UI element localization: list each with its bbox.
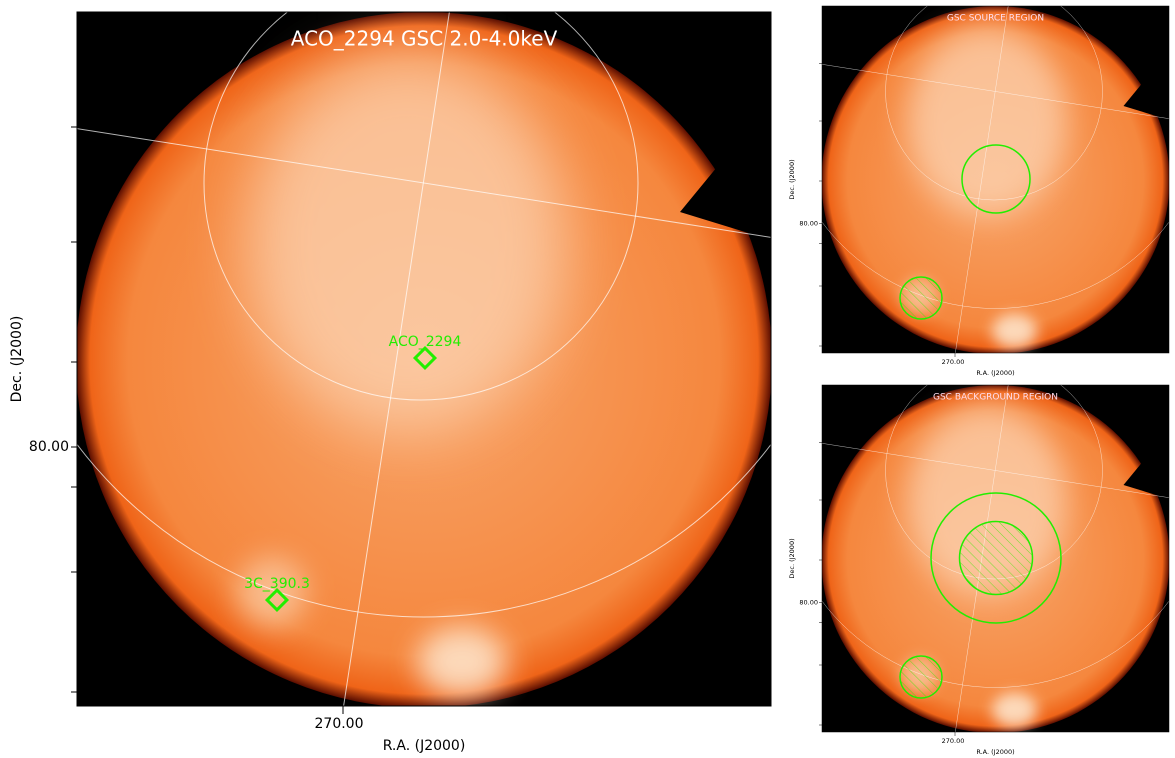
source-marker: [412, 345, 438, 371]
region-circle: [899, 276, 943, 320]
source-marker: [264, 587, 290, 613]
frame: [76, 11, 772, 707]
diffuse-emission: [907, 26, 1067, 216]
x-tick-label: 270.00: [942, 358, 965, 366]
x-axis-label: R.A. (J2000): [976, 369, 1014, 377]
region-circle: [930, 492, 1062, 624]
panel-title: GSC BACKGROUND REGION: [933, 393, 1058, 403]
y-axis-label: Dec. (J2000): [9, 316, 25, 403]
y-axis-label: Dec. (J2000): [788, 538, 796, 578]
image: [822, 6, 1169, 353]
region-circle: [961, 144, 1031, 214]
region-circle: [899, 655, 943, 699]
bright-spot: [237, 557, 307, 627]
grid-line: [343, 12, 450, 706]
y-axis-label: Dec. (J2000): [788, 159, 796, 199]
region-panel: 270.00 80.00 R.A. (J2000) Dec. (J2000) GSC S…: [788, 5, 1170, 377]
grid-circle: [885, 6, 1103, 201]
bright-spot: [992, 313, 1037, 349]
plot-title: ACO_2294 GSC 2.0-4.0keV: [291, 27, 558, 51]
image: [77, 12, 771, 706]
grid-line: [822, 64, 1169, 119]
bright-spot: [992, 692, 1037, 728]
frame: [821, 384, 1170, 733]
grid-line: [822, 443, 1169, 498]
grid-line: [955, 6, 1009, 353]
grid-circle: [77, 443, 771, 618]
y-tick-label: 80.00: [799, 220, 818, 228]
main-panel: 270.00 80.00 R.A. (J2000) Dec. (J2000) ACO_2…: [9, 11, 772, 754]
source-label: 3C_390.3: [244, 576, 310, 592]
detector-gap: [1123, 56, 1169, 120]
panel-title: GSC SOURCE REGION: [947, 14, 1044, 24]
grid-line: [77, 128, 771, 238]
source-label: ACO_2294: [389, 334, 462, 350]
detector-gap: [680, 112, 771, 240]
x-tick-label: 270.00: [315, 716, 364, 732]
detector-gap: [1123, 435, 1169, 499]
grid-circle: [203, 12, 639, 401]
x-axis-label: R.A. (J2000): [383, 738, 466, 754]
diffuse-emission: [247, 52, 567, 432]
frame: [821, 5, 1170, 354]
bright-spot: [417, 627, 507, 697]
x-axis-label: R.A. (J2000): [976, 748, 1014, 756]
y-tick-label: 80.00: [29, 439, 69, 455]
region-circle: [958, 520, 1034, 596]
grid-circle: [822, 221, 1169, 309]
y-tick-label: 80.00: [799, 599, 818, 607]
grid-circle: [822, 600, 1169, 688]
x-tick-label: 270.00: [942, 737, 965, 745]
region-panel: 270.00 80.00 R.A. (J2000) Dec. (J2000) GSC B…: [788, 384, 1170, 756]
